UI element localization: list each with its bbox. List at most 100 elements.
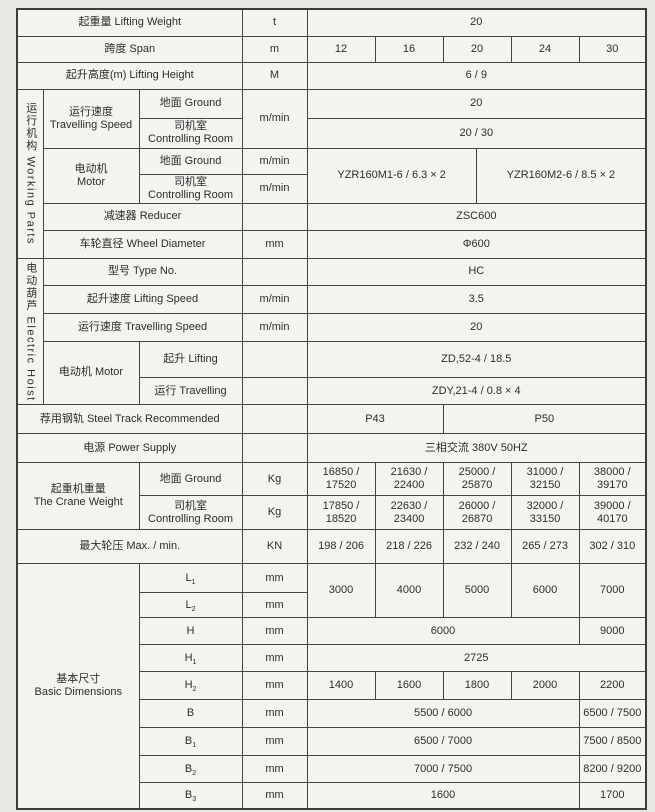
lifting-height-value: 6 / 9 [306, 61, 647, 90]
span-value-1: 12 [306, 35, 376, 63]
dim-b3-value-last: 1700 [578, 782, 647, 810]
dim-h2-value-1: 1400 [306, 671, 376, 701]
dim-b2-label: B2 [138, 755, 243, 784]
steel-track-value-right: P50 [442, 404, 647, 435]
row-lifting-weight: 起重量 Lifting Weight t 20 [16, 8, 647, 37]
dim-b3-label: B3 [138, 782, 243, 810]
hoist-lifting-speed-value: 3.5 [306, 284, 647, 314]
dim-b-label: B [138, 699, 243, 729]
dim-h2-sub: 2 [192, 686, 197, 694]
type-no-value: HC [306, 257, 647, 286]
crane-weight-ground-label: 地面 Ground [138, 462, 243, 497]
span-value-5: 30 [578, 35, 647, 63]
dim-h-unit: mm [241, 617, 308, 646]
max-wheel-load-label: 最大轮压 Max. / min. [16, 529, 243, 565]
row-crane-weight-ground: 起重机重量 The Crane Weight 地面 Ground Kg 1685… [16, 462, 647, 531]
dim-l1-sub: 1 [191, 578, 196, 586]
dim-h2-value-2: 1600 [374, 671, 444, 701]
dim-b-value-last: 6500 / 7500 [578, 699, 647, 729]
travelling-speed-ground-value: 20 [306, 88, 647, 119]
dim-h2-value-4: 2000 [510, 671, 580, 701]
dim-h1-base: H [184, 651, 193, 664]
row-span: 跨度 Span m 12 16 20 24 30 [16, 35, 647, 63]
row-dim-b3: B3 mm 1600 1700 [17, 782, 647, 810]
crane-weight-room-unit: Kg [241, 495, 308, 531]
dim-b1-base: B [184, 735, 193, 748]
motor-value-left: YZR160M1-6 / 6.3 × 2 [337, 169, 446, 182]
max-wheel-load-value-2: 218 / 226 [374, 529, 444, 565]
dim-b3-value-main: 1600 [306, 782, 580, 810]
crane-weight-room-value-5: 39000 / 40170 [578, 495, 647, 531]
dim-h2-label: H2 [138, 671, 243, 701]
dim-b2-value-last: 8200 / 9200 [578, 755, 647, 784]
max-wheel-load-unit: KN [241, 529, 308, 565]
travelling-speed-label: 运行速度 Travelling Speed [42, 88, 140, 149]
dim-h1-value: 2725 [306, 644, 647, 673]
wheel-diameter-unit: mm [241, 229, 308, 259]
reducer-unit-empty [241, 202, 308, 231]
hoist-travelling-speed-value: 20 [306, 312, 647, 342]
dim-h1-unit: mm [241, 644, 308, 673]
dim-h2-base: H [184, 679, 193, 692]
hoist-motor-lifting-label: 起升 Lifting [138, 340, 243, 379]
dim-b2-unit: mm [241, 755, 308, 784]
span-value-2: 16 [374, 35, 444, 63]
power-supply-label: 电源 Power Supply [16, 433, 243, 464]
dim-h-base: H [186, 624, 195, 637]
dim-l2-unit: mm [241, 592, 308, 619]
wheel-diameter-value: Φ600 [306, 229, 647, 259]
dim-b3-sub: 3 [192, 796, 197, 804]
row-wheel-diameter: 车轮直径 Wheel Diameter mm Φ600 [17, 229, 647, 259]
dim-b2-value-main: 7000 / 7500 [306, 755, 580, 784]
dim-l2-base: L [185, 598, 192, 611]
section-label-working-parts: 运行机构 Working Parts [16, 88, 44, 259]
dim-b1-label: B1 [138, 727, 243, 757]
row-power-supply: 电源 Power Supply 三相交流 380V 50HZ [16, 433, 647, 464]
travelling-speed-unit: m/min [241, 88, 308, 149]
lifting-height-unit: M [241, 61, 308, 90]
hoist-motor-lifting-unit-empty [241, 340, 308, 379]
dim-l-value-2: 4000 [374, 563, 444, 619]
steel-track-label: 荐用钢轨 Steel Track Recommended [16, 404, 243, 435]
span-unit: m [241, 35, 308, 63]
dim-b2-sub: 2 [192, 769, 197, 777]
steel-track-value-left: P43 [306, 404, 444, 435]
row-crane-weight-room: 司机室 Controlling Room Kg 17850 / 18520 22… [17, 495, 647, 531]
hoist-motor-lifting-value: ZD,52-4 / 18.5 [306, 340, 647, 379]
power-supply-value: 三相交流 380V 50HZ [306, 433, 647, 464]
row-reducer: 减速器 Reducer ZSC600 [17, 202, 647, 231]
row-motor-room: 司机室 Controlling Room m/min [17, 173, 646, 204]
travelling-speed-room-value: 20 / 30 [306, 117, 647, 149]
max-wheel-load-value-5: 302 / 310 [578, 529, 647, 565]
reducer-label: 减速器 Reducer [42, 202, 243, 231]
dim-h2-unit: mm [241, 671, 308, 701]
row-dim-b2: B2 mm 7000 / 7500 8200 / 9200 [17, 755, 647, 784]
row-travelling-speed-ground: 运行机构 Working Parts 运行速度 Travelling Speed… [16, 88, 647, 259]
span-label: 跨度 Span [16, 35, 243, 63]
lifting-weight-label: 起重量 Lifting Weight [16, 8, 243, 37]
dim-h2-value-3: 1800 [442, 671, 512, 701]
dim-h1-label: H1 [138, 644, 243, 673]
hoist-motor-travelling-unit-empty [241, 377, 308, 406]
travelling-speed-ground-label: 地面 Ground [138, 88, 243, 119]
crane-weight-ground-value-5: 38000 / 39170 [578, 462, 647, 497]
dim-b1-value-last: 7500 / 8500 [578, 727, 647, 757]
dim-b2-base: B [184, 762, 193, 775]
crane-weight-room-value-3: 26000 / 26870 [442, 495, 512, 531]
crane-weight-room-value-2: 22630 / 23400 [374, 495, 444, 531]
dim-b3-base: B [184, 789, 193, 802]
dim-l-value-5: 7000 [578, 563, 647, 619]
crane-weight-ground-unit: Kg [241, 462, 308, 497]
dim-l2-sub: 2 [191, 605, 196, 613]
row-type-no: 电动葫芦 Electric Hoist 型号 Type No. HC [16, 257, 647, 406]
max-wheel-load-value-4: 265 / 273 [510, 529, 580, 565]
dim-h-label: H [138, 617, 243, 646]
dim-b1-unit: mm [241, 727, 308, 757]
dim-l1-base: L [185, 571, 192, 584]
row-dim-b1: B1 mm 6500 / 7000 7500 / 8500 [17, 727, 647, 757]
lifting-weight-value: 20 [306, 8, 647, 37]
steel-track-unit-empty [241, 404, 308, 435]
dim-l2-label: L2 [138, 592, 243, 619]
motor-ground-label: 地面 Ground [138, 147, 243, 175]
dim-b1-sub: 1 [192, 742, 197, 750]
